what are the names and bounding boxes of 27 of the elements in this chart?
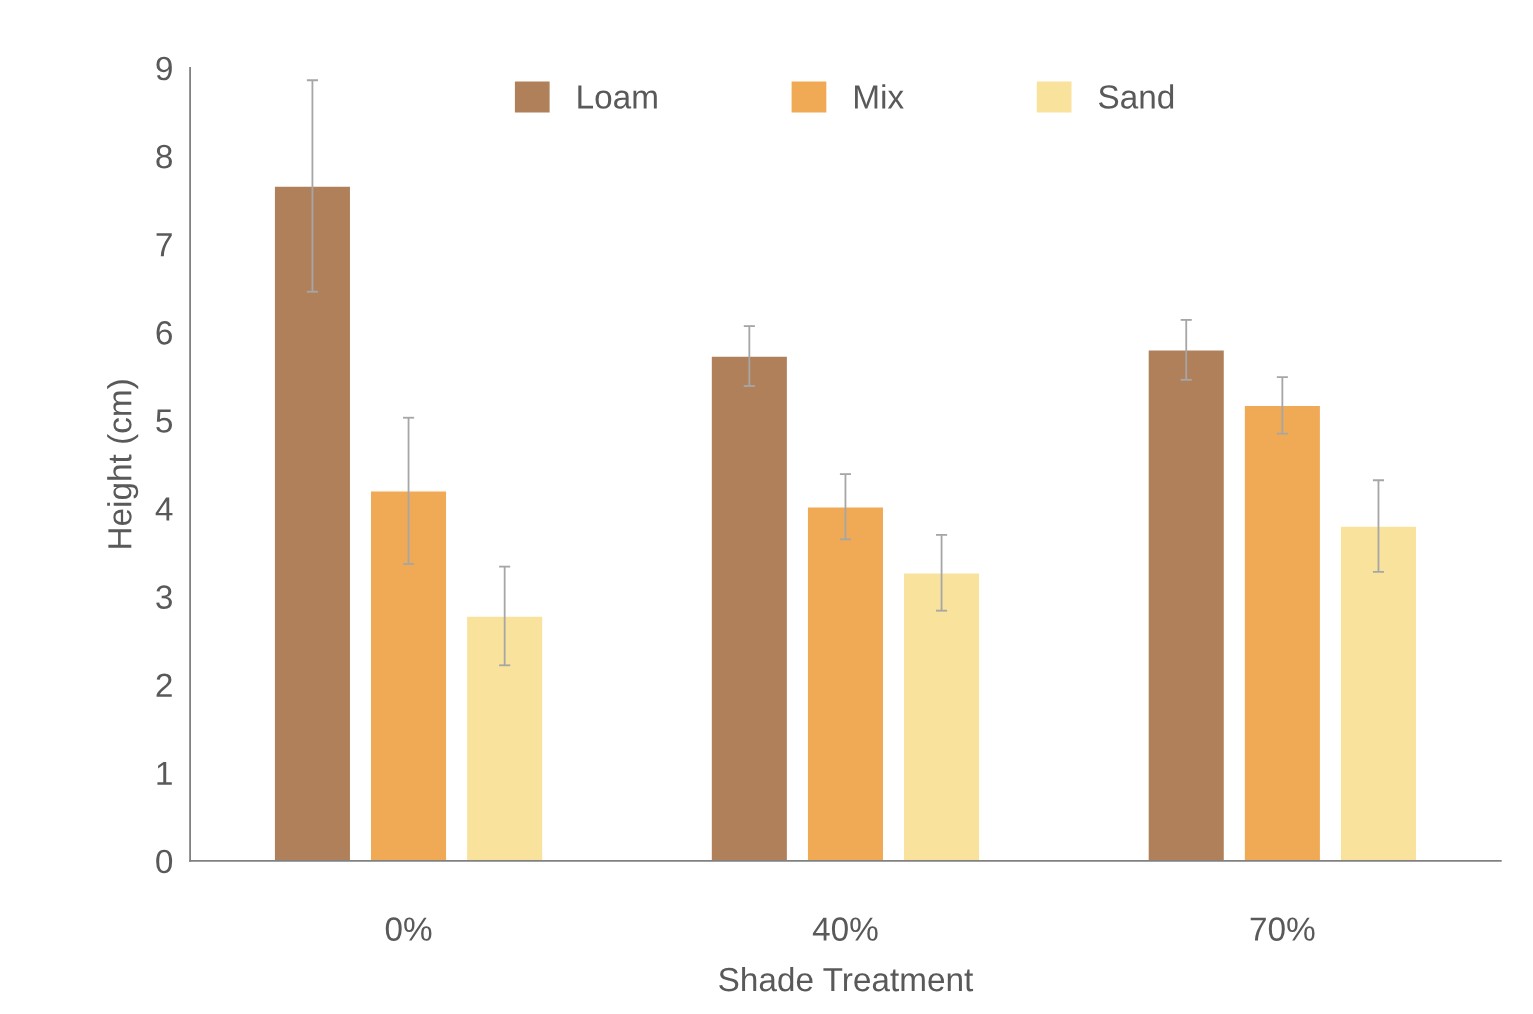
- y-tick-label: 0: [156, 849, 173, 874]
- x-axis-title: Shade Treatment: [719, 966, 974, 992]
- y-tick-label: 5: [156, 409, 173, 433]
- bar: [369, 490, 448, 861]
- y-tick-label: 4: [155, 497, 173, 521]
- y-tick-label: 9: [156, 56, 172, 81]
- y-tick-label: 7: [156, 233, 172, 257]
- y-axis-title: Height (cm): [107, 380, 139, 548]
- bar: [710, 355, 789, 861]
- x-tick-label: 0%: [385, 917, 432, 941]
- x-tick-label: 70%: [1250, 917, 1315, 941]
- legend-label: Sand: [1098, 84, 1174, 109]
- y-tick-label: 3: [156, 585, 172, 609]
- y-tick-label: 1: [157, 761, 172, 785]
- x-tick-label: 40%: [812, 917, 878, 941]
- legend-label: Loam: [578, 85, 657, 109]
- y-tick-label: 8: [156, 144, 172, 169]
- y-tick-label: 2: [156, 673, 172, 697]
- bar: [273, 185, 352, 861]
- bar: [902, 572, 981, 861]
- legend-label: Mix: [855, 84, 904, 109]
- bar: [465, 615, 544, 861]
- y-tick-label: 6: [156, 321, 172, 345]
- bar: [1243, 404, 1322, 861]
- bar: [806, 506, 885, 861]
- bar: [1147, 349, 1226, 861]
- bar: [1339, 525, 1418, 861]
